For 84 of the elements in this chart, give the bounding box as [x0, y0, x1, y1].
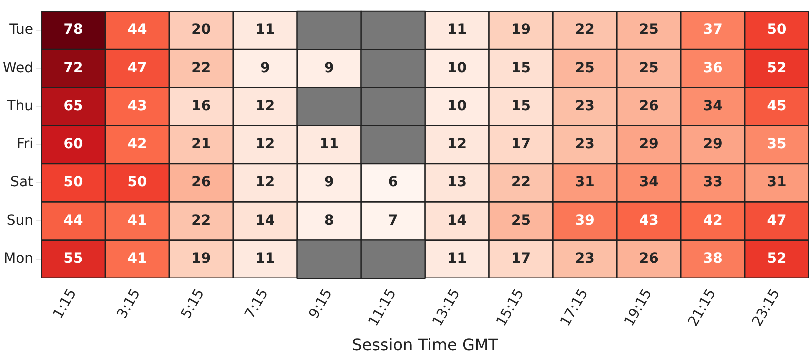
data-label: 60 [64, 136, 84, 153]
y-tick-label: Tue [8, 22, 34, 38]
data-label: 17 [511, 251, 531, 268]
data-label: 19 [192, 251, 212, 268]
data-label: 50 [128, 174, 148, 191]
data-label: 16 [192, 98, 212, 114]
y-tick-label: Wed [2, 60, 34, 76]
data-label: 44 [64, 212, 84, 229]
data-label: 17 [511, 136, 531, 153]
data-label: 11 [447, 251, 467, 268]
data-label: 34 [639, 174, 660, 191]
data-label: 31 [767, 174, 787, 191]
data-label: 23 [575, 251, 595, 268]
data-label: 50 [767, 22, 788, 38]
data-label: 26 [639, 98, 659, 114]
y-tick-label: Fri [16, 136, 34, 153]
data-label: 29 [639, 136, 659, 153]
data-label: 42 [128, 136, 148, 153]
data-label: 37 [703, 22, 723, 38]
data-label: 10 [447, 98, 468, 114]
data-label: 15 [511, 60, 531, 76]
data-label: 19 [511, 22, 531, 38]
data-label: 6 [388, 174, 398, 191]
data-label: 34 [703, 98, 724, 114]
data-label: 44 [128, 22, 148, 38]
data-label: 39 [575, 212, 595, 229]
data-label: 11 [447, 22, 467, 38]
data-label: 72 [64, 60, 84, 76]
data-label: 25 [639, 60, 659, 76]
data-label: 22 [511, 174, 531, 191]
data-label: 10 [447, 60, 468, 76]
data-label: 47 [767, 212, 787, 229]
data-label: 22 [192, 60, 212, 76]
data-label: 12 [447, 136, 467, 153]
data-label: 41 [128, 251, 148, 268]
data-label: 25 [575, 60, 595, 76]
data-label: 9 [260, 60, 270, 76]
data-label: 55 [64, 251, 84, 268]
data-label: 9 [324, 60, 334, 76]
data-label: 29 [703, 136, 723, 153]
data-label: 45 [767, 98, 787, 114]
data-label: 14 [447, 212, 468, 229]
data-label: 50 [64, 174, 84, 191]
data-label: 9 [324, 174, 334, 191]
data-label: 31 [575, 174, 595, 191]
data-label: 65 [64, 98, 84, 114]
data-label: 25 [639, 22, 659, 38]
data-label: 47 [128, 60, 148, 76]
data-label: 43 [128, 98, 148, 114]
data-label: 52 [767, 60, 787, 76]
y-tick-label: Sun [6, 212, 34, 229]
data-label: 12 [256, 136, 276, 153]
data-label: 42 [703, 212, 723, 229]
data-label: 35 [767, 136, 787, 153]
data-label: 26 [192, 174, 212, 191]
data-label: 21 [192, 136, 212, 153]
data-label: 11 [256, 251, 276, 268]
data-label: 25 [511, 212, 531, 229]
data-label: 43 [639, 212, 659, 229]
y-tick-label: Mon [4, 251, 34, 268]
x-axis-title: Session Time GMT [352, 336, 499, 355]
data-label: 23 [575, 136, 595, 153]
data-label: 20 [192, 22, 212, 38]
data-label: 12 [256, 174, 276, 191]
data-label: 41 [128, 212, 148, 229]
data-label: 33 [703, 174, 723, 191]
data-label: 12 [256, 98, 276, 114]
data-label: 11 [256, 22, 276, 38]
y-tick-label: Sat [10, 174, 34, 191]
data-label: 38 [703, 251, 723, 268]
data-label: 7 [388, 212, 398, 229]
data-label: 52 [767, 251, 787, 268]
data-label: 13 [447, 174, 467, 191]
y-tick-label: Thu [6, 98, 34, 114]
data-label: 36 [703, 60, 723, 76]
data-label: 26 [639, 251, 659, 268]
data-label: 78 [64, 22, 84, 38]
data-label: 11 [320, 136, 340, 153]
data-label: 15 [511, 98, 531, 114]
data-label: 22 [575, 22, 595, 38]
data-label: 8 [324, 212, 334, 229]
data-label: 22 [192, 212, 212, 229]
data-label: 14 [256, 212, 276, 229]
data-label: 23 [575, 98, 595, 114]
